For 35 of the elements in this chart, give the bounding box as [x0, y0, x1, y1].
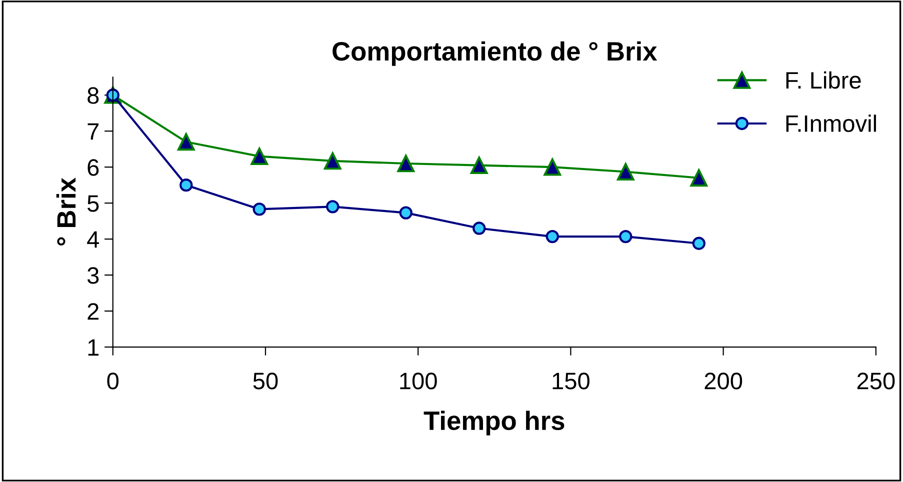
point [690, 169, 708, 187]
y-axis-title: ° Brix [56, 178, 76, 246]
y-tick-label: 4 [87, 231, 99, 248]
x-tick-label: 150 [552, 372, 590, 390]
point [619, 230, 632, 244]
y-tick-label: 6 [88, 159, 99, 176]
y-tick-label: 5 [87, 195, 99, 212]
legend-label: F. Libre [786, 71, 861, 89]
point [546, 230, 559, 244]
point [397, 154, 415, 172]
point [326, 200, 340, 214]
point [324, 152, 342, 170]
point [250, 148, 268, 165]
y-tick-label: 1 [88, 339, 99, 356]
point [470, 156, 488, 174]
x-tick-label: 250 [857, 372, 895, 390]
point [252, 202, 266, 216]
y-tick-label: 3 [87, 267, 99, 284]
legend-label: F.Inmovil [786, 114, 876, 132]
point [692, 236, 706, 250]
point [544, 158, 562, 176]
x-tick-label: 200 [704, 372, 742, 390]
y-tick-label: 2 [88, 303, 98, 320]
x-axis-title: Tiempo hrs [424, 410, 564, 436]
y-tick-label: 8 [88, 87, 99, 104]
x-tick-label: 0 [107, 372, 119, 390]
x-tick-label: 50 [253, 372, 278, 390]
y-tick-label: 7 [88, 123, 98, 140]
point [180, 178, 193, 192]
point [472, 222, 486, 235]
point [616, 163, 634, 180]
x-tick-label: 100 [400, 372, 437, 390]
chart-title: Comportamiento de ° Brix [332, 41, 658, 66]
point [399, 206, 412, 220]
point [177, 133, 195, 151]
